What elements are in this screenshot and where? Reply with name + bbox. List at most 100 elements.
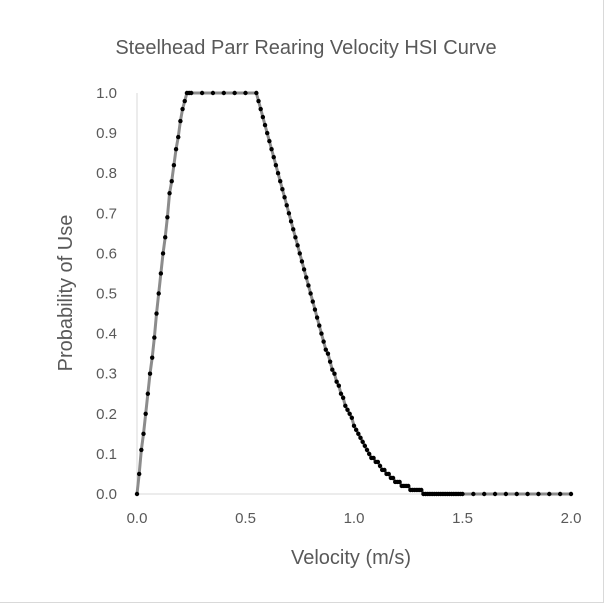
data-point (514, 491, 519, 497)
data-point (536, 491, 541, 497)
data-point (397, 479, 402, 485)
data-point (139, 447, 144, 453)
data-point (158, 271, 164, 276)
data-point (317, 323, 322, 328)
data-point (325, 351, 331, 356)
data-point (232, 90, 237, 96)
data-point (297, 251, 302, 256)
data-point (306, 283, 311, 288)
data-point (278, 179, 283, 184)
data-point (273, 162, 279, 168)
data-point (293, 235, 298, 240)
data-point (362, 443, 368, 449)
y-tick-labels: 0.0 0.1 0.2 0.3 0.4 0.5 0.6 0.7 0.8 0.9 1.0 (96, 85, 117, 503)
data-point (180, 106, 185, 112)
data-point (154, 311, 159, 316)
data-point (343, 403, 348, 408)
x-tick-label: 1.5 (452, 510, 473, 527)
data-point (375, 459, 381, 465)
data-point (221, 90, 226, 96)
data-point (269, 146, 274, 152)
data-point (173, 146, 179, 152)
data-point (149, 355, 155, 360)
data-point (262, 122, 268, 128)
data-point (165, 215, 170, 220)
x-tick-label: 0.5 (235, 510, 256, 527)
y-tick-label: 0.1 (96, 446, 117, 463)
data-point (271, 154, 276, 160)
y-axis-title: Probability of Use (55, 215, 77, 372)
data-point (330, 367, 335, 372)
data-point (199, 90, 205, 96)
data-point (525, 491, 530, 497)
y-tick-label: 0.0 (96, 486, 117, 503)
data-point (178, 118, 183, 124)
data-point (382, 467, 387, 473)
x-tick-label: 2.0 (561, 510, 582, 527)
data-point (492, 491, 498, 497)
data-point (340, 395, 346, 400)
data-point (312, 307, 318, 312)
data-point (482, 491, 487, 497)
data-point (147, 371, 153, 376)
data-point (141, 431, 146, 437)
data-point (321, 339, 326, 344)
data-point (327, 359, 333, 364)
data-point (286, 211, 292, 216)
x-axis-title: Velocity (m/s) (291, 547, 411, 569)
data-point (360, 439, 365, 445)
data-point (169, 179, 174, 184)
data-point (314, 315, 320, 320)
data-point (143, 411, 148, 416)
data-point (356, 431, 361, 437)
y-tick-label: 0.2 (96, 406, 117, 423)
y-tick-label: 0.9 (96, 125, 117, 142)
x-tick-label: 0.0 (127, 510, 148, 527)
data-point (189, 90, 194, 96)
data-point (282, 195, 287, 200)
data-point (167, 191, 172, 196)
data-point (332, 371, 337, 376)
data-point (347, 411, 352, 416)
data-point (308, 291, 313, 296)
data-point (349, 415, 355, 421)
y-tick-label: 0.6 (96, 245, 117, 262)
data-point (358, 435, 363, 441)
data-point (460, 491, 465, 497)
data-point (301, 267, 307, 272)
data-point (254, 90, 259, 96)
data-point (503, 491, 509, 497)
data-point (288, 219, 294, 224)
y-tick-label: 0.4 (96, 326, 117, 343)
data-point (547, 491, 552, 497)
y-tick-label: 0.8 (96, 165, 117, 182)
chart-title: Steelhead Parr Rearing Velocity HSI Curv… (115, 37, 496, 59)
series-line (135, 91, 571, 496)
data-point (351, 423, 357, 429)
data-point (156, 291, 161, 296)
y-tick-label: 0.7 (96, 205, 117, 222)
data-point (267, 138, 272, 144)
data-point (258, 106, 263, 112)
data-point (134, 491, 140, 497)
data-point (419, 487, 424, 493)
data-point (265, 130, 270, 136)
data-point (295, 243, 300, 248)
data-point (145, 391, 151, 396)
data-point (160, 251, 166, 256)
data-point (319, 331, 324, 336)
data-point (386, 471, 391, 477)
data-point (323, 347, 328, 352)
data-point (210, 90, 216, 96)
y-tick-label: 1.0 (96, 85, 117, 102)
data-point (338, 391, 344, 396)
data-point (557, 491, 563, 497)
data-point (568, 491, 574, 497)
data-point (353, 427, 359, 433)
y-tick-label: 0.3 (96, 366, 117, 383)
data-point (171, 162, 177, 168)
data-point (371, 455, 376, 461)
data-point (291, 227, 296, 232)
